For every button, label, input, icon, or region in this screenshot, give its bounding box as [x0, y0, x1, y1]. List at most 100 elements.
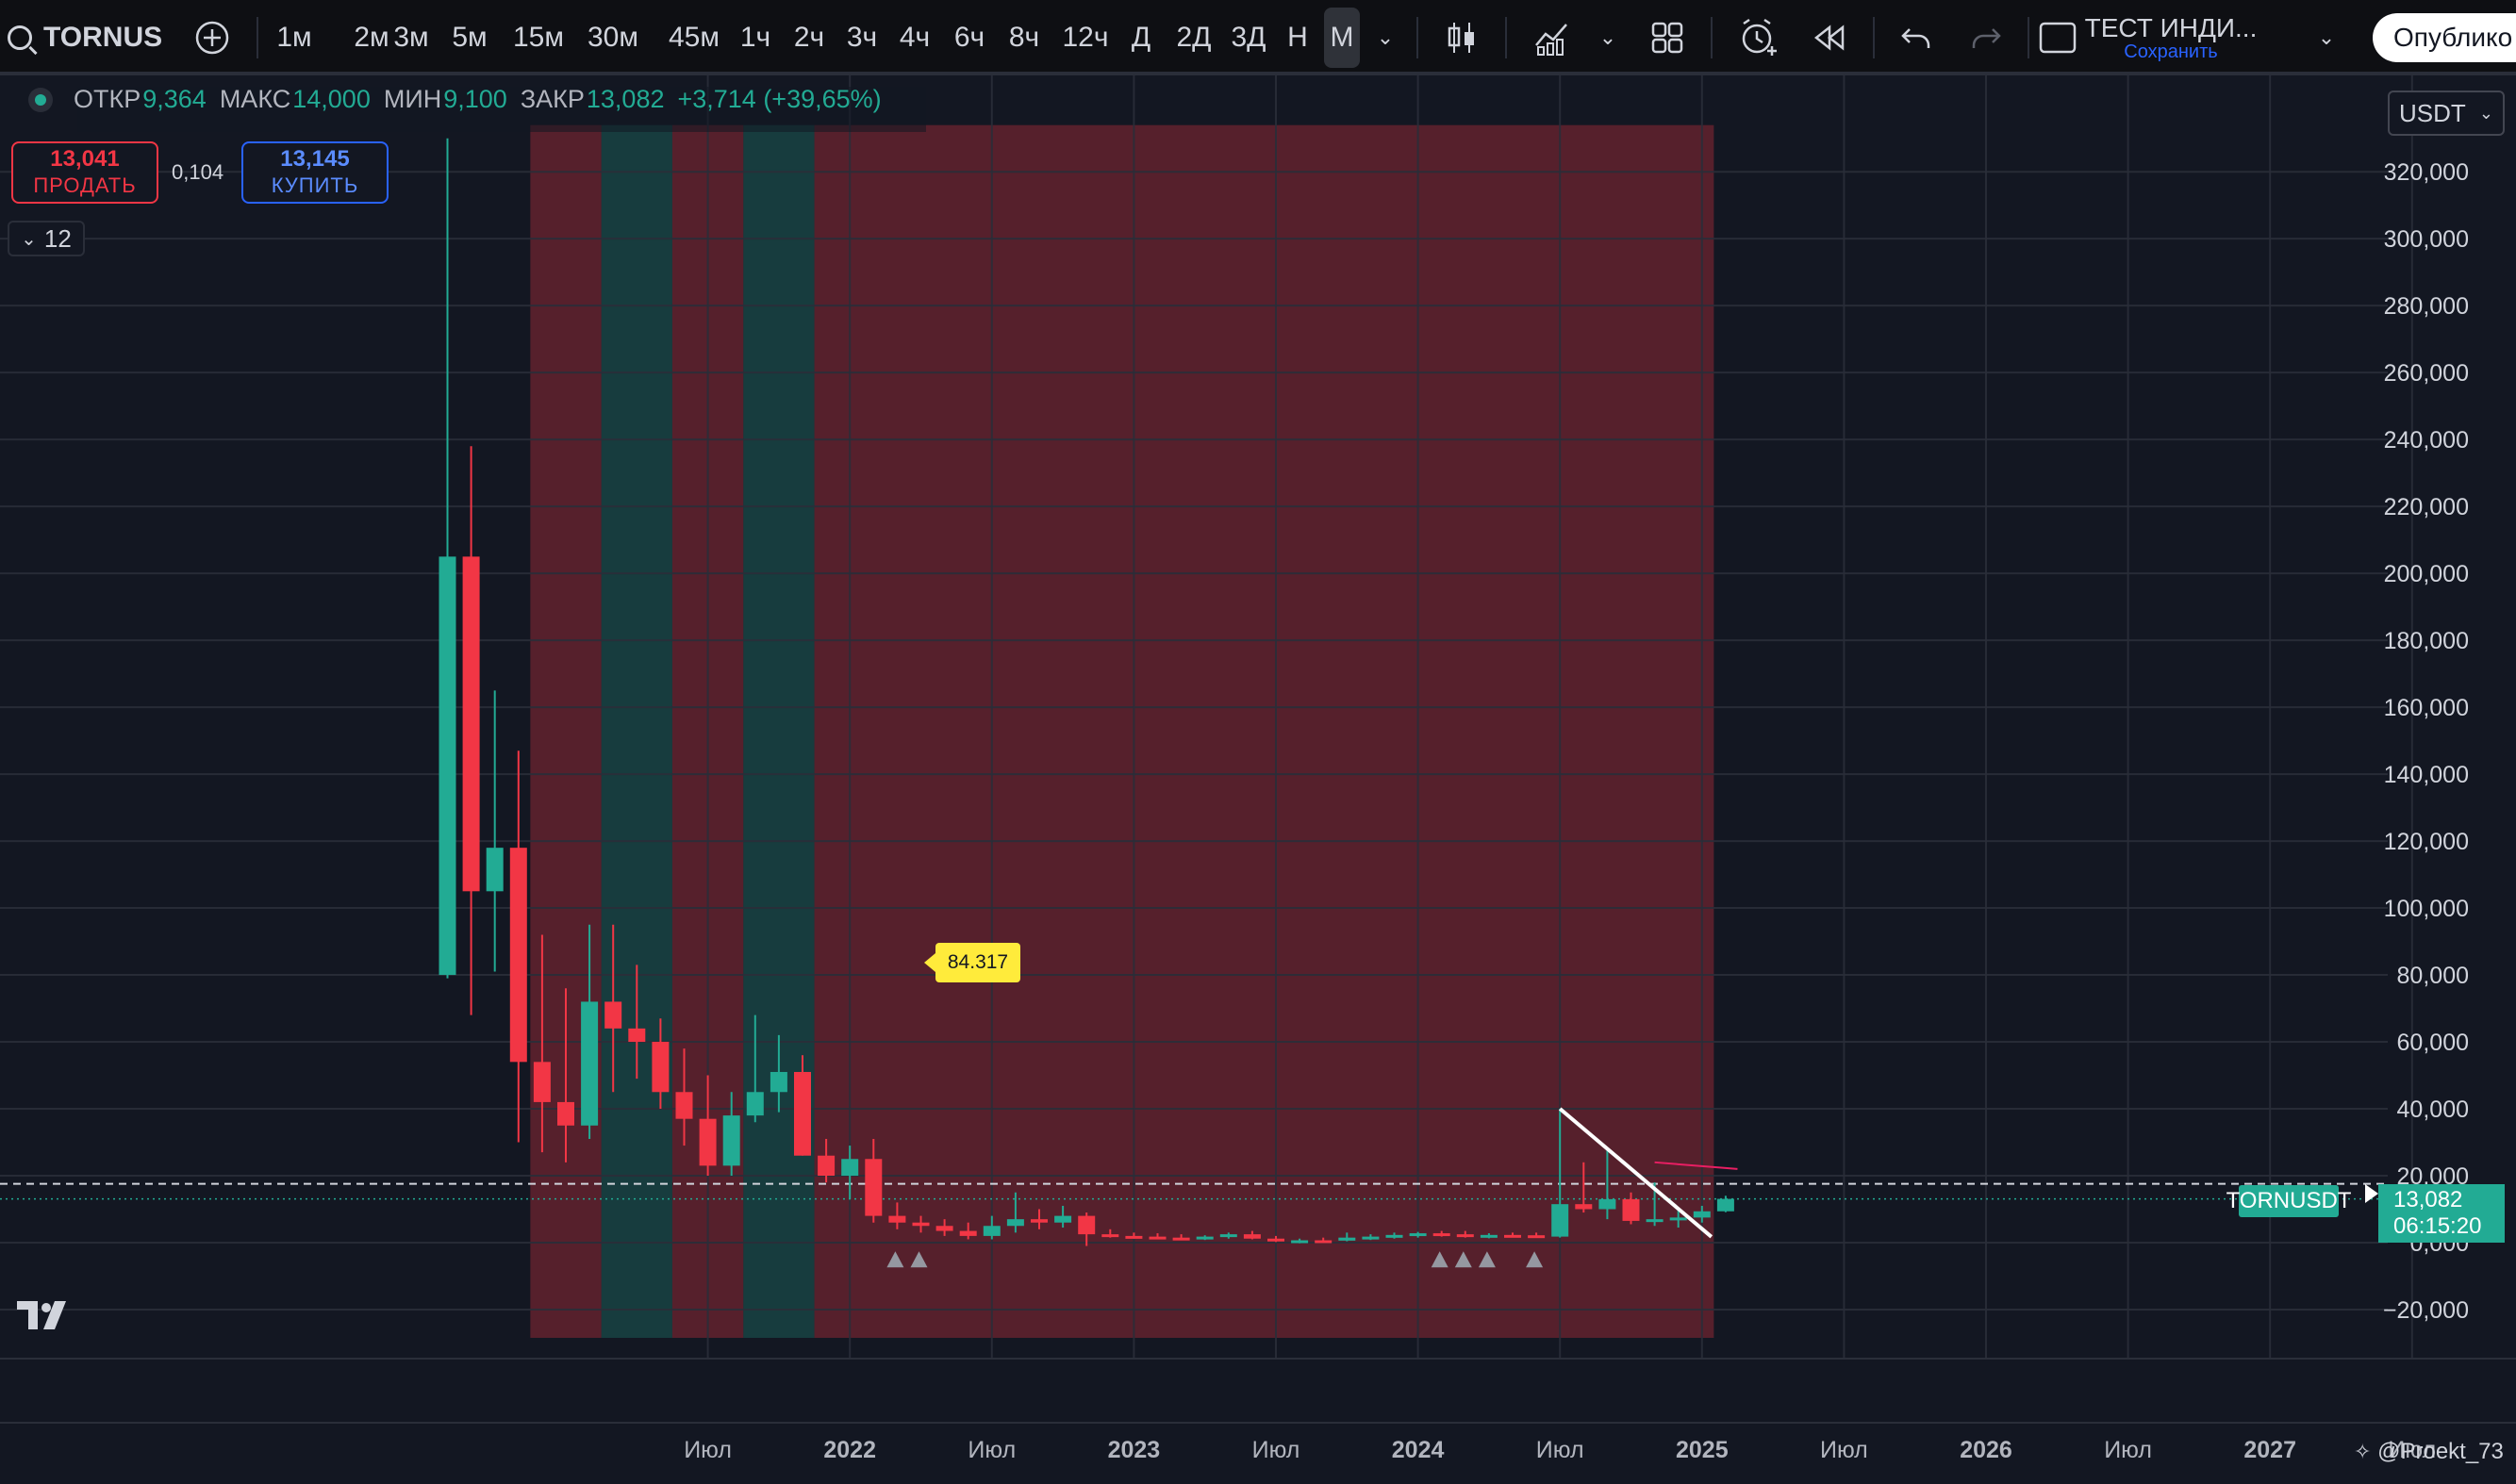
publish-button[interactable]: Опублико — [2373, 13, 2516, 62]
indicators-toggle[interactable]: ⌄ 12 — [8, 221, 85, 256]
currency-select[interactable]: USDT ⌄ — [2388, 91, 2505, 136]
candle-37[interactable] — [1291, 1238, 1309, 1244]
interval-5-button[interactable]: 15м — [513, 22, 564, 53]
candle-10[interactable] — [652, 1018, 670, 1110]
candle-6[interactable] — [557, 988, 574, 1162]
save-link[interactable]: Сохранить — [2124, 41, 2218, 62]
candle-46[interactable] — [1504, 1232, 1521, 1238]
interval-13-button[interactable]: 8ч — [1008, 22, 1040, 53]
interval-6-button[interactable]: 30м — [588, 22, 638, 53]
candle-24[interactable] — [983, 1215, 1001, 1240]
price-axis[interactable]: −20,0000,00020,00040,00060,00080,000100,… — [2383, 159, 2469, 1324]
candle-31[interactable] — [1149, 1233, 1167, 1240]
interval-10-button[interactable]: 3ч — [846, 22, 878, 53]
candle-53[interactable] — [1669, 1209, 1687, 1228]
candle-25[interactable] — [1006, 1192, 1024, 1233]
interval-19-button[interactable]: М — [1324, 8, 1360, 68]
candle-42[interactable] — [1409, 1231, 1427, 1238]
interval-dropdown-button[interactable]: ⌄ — [1371, 0, 1399, 75]
candle-19[interactable] — [865, 1138, 883, 1223]
candle-9[interactable] — [628, 965, 646, 1080]
layout-title[interactable]: ТЕСТ ИНДИ... Сохранить — [2085, 0, 2258, 75]
trend-line[interactable] — [1558, 1107, 1713, 1239]
candle-40[interactable] — [1362, 1234, 1380, 1241]
chart-type-button[interactable] — [1443, 0, 1481, 75]
candle-54[interactable] — [1693, 1205, 1711, 1223]
candle-11[interactable] — [675, 1048, 693, 1146]
candle-29[interactable] — [1101, 1228, 1119, 1238]
candle-14[interactable] — [746, 1014, 764, 1123]
candle-49[interactable] — [1575, 1162, 1593, 1213]
drawings[interactable] — [1558, 1107, 1738, 1239]
symbol-search-button[interactable]: TORNUS — [8, 0, 162, 75]
interval-15-button[interactable]: Д — [1131, 22, 1151, 53]
interval-9-button[interactable]: 2ч — [793, 22, 825, 53]
candle-30[interactable] — [1125, 1232, 1143, 1239]
candle-3[interactable] — [486, 690, 504, 972]
candle-28[interactable] — [1078, 1212, 1096, 1246]
interval-11-button[interactable]: 4ч — [899, 22, 931, 53]
candle-2[interactable] — [462, 446, 480, 1015]
layout-select-button[interactable] — [2039, 0, 2077, 75]
interval-7-button[interactable]: 45м — [669, 22, 720, 53]
candles[interactable] — [439, 138, 1734, 1246]
candle-1[interactable] — [439, 138, 456, 979]
buy-button[interactable]: 13,145 КУПИТЬ — [241, 141, 389, 204]
candle-48[interactable] — [1551, 1109, 1569, 1238]
candle-36[interactable] — [1267, 1235, 1284, 1243]
candle-39[interactable] — [1338, 1232, 1356, 1242]
interval-3-button[interactable]: 3м — [393, 22, 429, 53]
candle-12[interactable] — [699, 1075, 717, 1177]
candle-16[interactable] — [794, 1055, 811, 1156]
time-axis[interactable]: Июл 2022 Июл 2023 Июл 2024 Июл 2025 Июл 2026 Июл 20… — [0, 1422, 2516, 1484]
interval-2-button[interactable]: 2м — [354, 22, 389, 53]
candle-44[interactable] — [1456, 1230, 1474, 1238]
candle-51[interactable] — [1622, 1192, 1640, 1225]
candle-45[interactable] — [1480, 1233, 1498, 1239]
interval-1-button[interactable]: 1м — [276, 22, 312, 53]
candle-41[interactable] — [1385, 1232, 1403, 1239]
annotation-label[interactable]: 84.317 — [924, 943, 1020, 982]
interval-8-button[interactable]: 1ч — [739, 22, 771, 53]
candle-15[interactable] — [770, 1034, 787, 1113]
candle-55[interactable] — [1716, 1195, 1734, 1212]
interval-16-button[interactable]: 2Д — [1176, 22, 1212, 53]
candle-27[interactable] — [1054, 1205, 1072, 1228]
candle-26[interactable] — [1031, 1209, 1048, 1229]
candle-33[interactable] — [1196, 1235, 1214, 1241]
resistance-line[interactable] — [1654, 1161, 1738, 1170]
candle-47[interactable] — [1528, 1232, 1546, 1239]
layout-grid-button[interactable] — [1648, 0, 1686, 75]
interval-12-button[interactable]: 6ч — [953, 22, 985, 53]
candle-5[interactable] — [533, 934, 551, 1153]
candle-50[interactable] — [1598, 1148, 1616, 1220]
alert-button[interactable] — [1737, 0, 1779, 75]
candle-13[interactable] — [722, 1092, 740, 1177]
interval-17-button[interactable]: 3Д — [1231, 22, 1266, 53]
redo-button[interactable] — [1967, 0, 2005, 75]
price-chart[interactable]: −20,0000,00020,00040,00060,00080,000100,… — [0, 75, 2516, 1422]
candle-38[interactable] — [1315, 1237, 1332, 1244]
interval-4-button[interactable]: 5м — [452, 22, 488, 53]
indicators-button[interactable] — [1531, 0, 1571, 75]
candle-34[interactable] — [1219, 1232, 1237, 1239]
indicators-dropdown-button[interactable]: ⌄ — [1594, 0, 1622, 75]
candle-22[interactable] — [935, 1219, 953, 1236]
candle-7[interactable] — [581, 924, 599, 1139]
candle-18[interactable] — [841, 1146, 859, 1199]
candle-17[interactable] — [818, 1138, 836, 1183]
sell-button[interactable]: 13,041 ПРОДАТЬ — [11, 141, 158, 204]
candle-8[interactable] — [604, 924, 622, 1093]
candle-32[interactable] — [1172, 1234, 1190, 1241]
visibility-icon[interactable] — [28, 87, 53, 112]
layout-dropdown-button[interactable]: ⌄ — [2312, 0, 2341, 75]
interval-18-button[interactable]: Н — [1287, 22, 1308, 53]
candle-20[interactable] — [888, 1202, 906, 1229]
interval-14-button[interactable]: 12ч — [1062, 22, 1109, 53]
candle-43[interactable] — [1432, 1230, 1450, 1237]
replay-button[interactable] — [1811, 0, 1848, 75]
undo-button[interactable] — [1897, 0, 1935, 75]
candle-35[interactable] — [1243, 1230, 1261, 1240]
candle-23[interactable] — [959, 1222, 977, 1240]
candle-21[interactable] — [912, 1215, 930, 1233]
